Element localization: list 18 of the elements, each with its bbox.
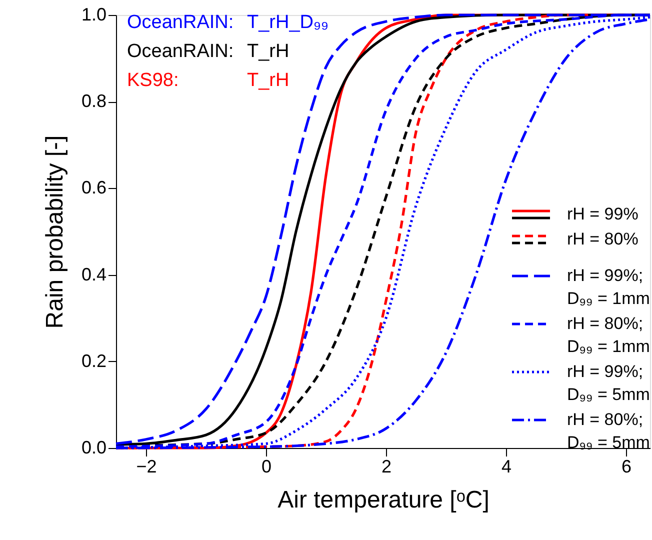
x-tick-label: 6 (621, 456, 632, 476)
x-tick-label: 2 (381, 456, 392, 476)
x-tick-label: 4 (501, 456, 512, 476)
y-tick-label: 0.4 (81, 264, 106, 284)
x-axis-title: Air temperature [ᵒC] (278, 486, 490, 514)
y-tick-label: 0.2 (81, 350, 106, 371)
x-tick-label: −2 (136, 456, 157, 476)
annotation: OceanRAIN: T_rH (127, 41, 290, 62)
legend-label: rH = 99% (567, 204, 638, 224)
y-tick-label: 0.6 (81, 178, 106, 198)
text: KS98: T_rH (127, 70, 290, 91)
y-tick-label: 0.0 (81, 438, 106, 458)
legend-label: rH = 80% (567, 230, 638, 248)
x-tick-label: 0 (261, 456, 272, 476)
y-axis-title: Rain probability [-] (41, 135, 68, 329)
y-tick-label: 0.8 (81, 91, 106, 112)
annotation: OceanRAIN: T_rH_D₉₉ (127, 12, 329, 33)
y-tick-label: 1.0 (81, 4, 106, 24)
